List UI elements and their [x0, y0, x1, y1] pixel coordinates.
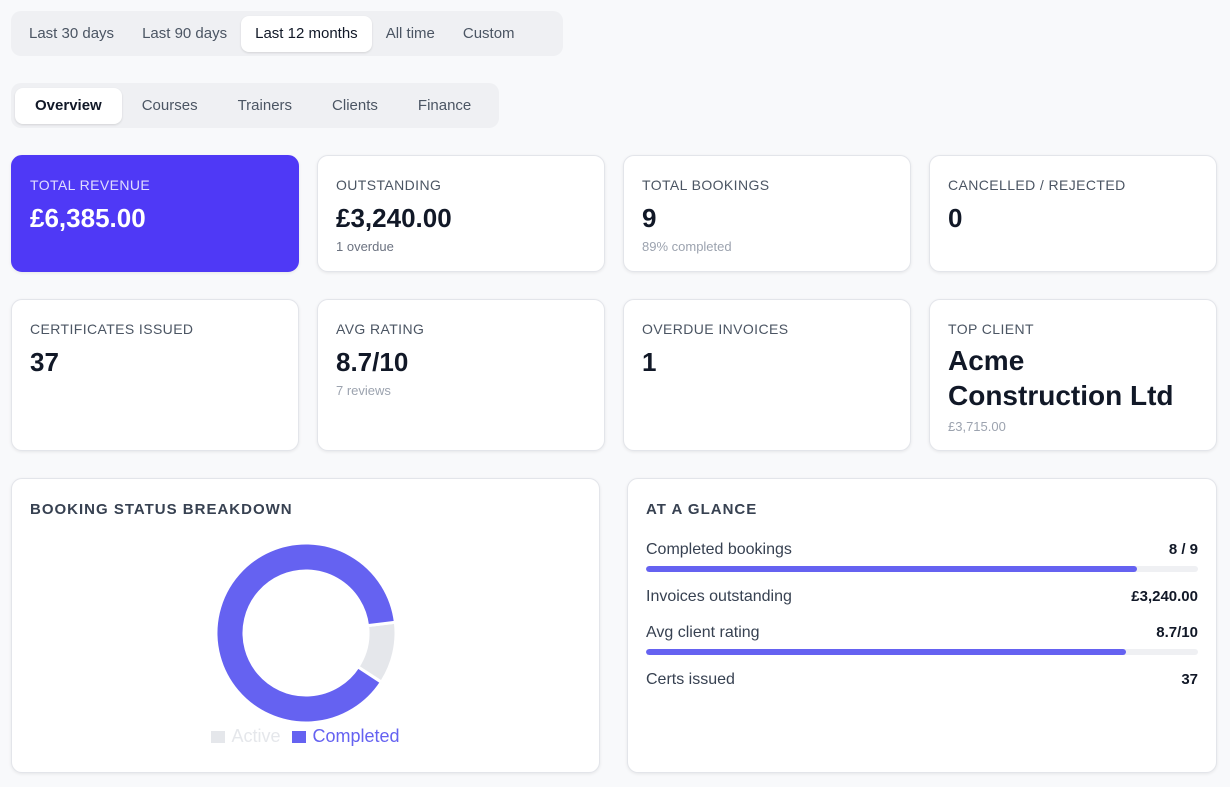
glance-label: Certs issued: [646, 671, 735, 688]
range-custom[interactable]: Custom: [462, 25, 515, 42]
kpi-overdue-invoices: OVERDUE INVOICES 1: [623, 299, 911, 451]
kpi-value: Acme Construction Ltd: [948, 345, 1174, 411]
kpi-subtext: 89% completed: [642, 239, 732, 254]
kpi-subtext: £3,715.00: [948, 419, 1006, 434]
tab-finance[interactable]: Finance: [417, 97, 472, 114]
glance-label: Avg client rating: [646, 624, 760, 641]
tab-trainers[interactable]: Trainers: [237, 97, 293, 114]
legend-item-completed[interactable]: Completed: [292, 726, 400, 747]
kpi-outstanding: OUTSTANDING £3,240.00 1 overdue: [317, 155, 605, 272]
date-range-selector: Last 30 days Last 90 days Last 12 months…: [11, 11, 563, 56]
booking-status-panel: BOOKING STATUS BREAKDOWN Active Complete…: [11, 478, 600, 773]
at-a-glance-panel: AT A GLANCE Completed bookings 8 / 9 Inv…: [627, 478, 1217, 773]
kpi-label: CANCELLED / REJECTED: [948, 177, 1126, 193]
kpi-value: 1: [642, 347, 657, 377]
kpi-label: TOP CLIENT: [948, 321, 1034, 337]
panel-title: AT A GLANCE: [646, 501, 758, 518]
range-all-time[interactable]: All time: [385, 25, 435, 42]
range-last-90-days[interactable]: Last 90 days: [142, 25, 228, 42]
kpi-value: £6,385.00: [30, 203, 146, 233]
kpi-label: OUTSTANDING: [336, 177, 442, 193]
kpi-label: TOTAL REVENUE: [30, 177, 151, 193]
kpi-top-client: TOP CLIENT Acme Construction Ltd £3,715.…: [929, 299, 1217, 451]
kpi-value: 0: [948, 203, 963, 233]
legend-label-completed: Completed: [312, 726, 400, 746]
glance-label: Invoices outstanding: [646, 588, 792, 605]
glance-value: 37: [1181, 671, 1198, 688]
kpi-label: OVERDUE INVOICES: [642, 321, 789, 337]
glance-value: 8.7/10: [1156, 624, 1198, 641]
legend-swatch-completed: [292, 730, 307, 743]
kpi-label: CERTIFICATES ISSUED: [30, 321, 194, 337]
glance-value: 8 / 9: [1168, 541, 1198, 558]
kpi-label: TOTAL BOOKINGS: [642, 177, 770, 193]
tab-overview[interactable]: Overview: [15, 87, 122, 124]
progress-track: [646, 566, 1198, 572]
kpi-label: AVG RATING: [336, 321, 425, 337]
glance-row-invoices-outstanding: Invoices outstanding £3,240.00: [646, 587, 1198, 607]
chart-legend: Active Completed: [12, 726, 599, 747]
legend-swatch-active: [211, 730, 226, 743]
kpi-cancelled-rejected: CANCELLED / REJECTED 0: [929, 155, 1217, 272]
kpi-value: 8.7/10: [336, 347, 409, 377]
glance-row-avg-client-rating: Avg client rating 8.7/10: [646, 623, 1198, 655]
kpi-value: 37: [30, 347, 59, 377]
progress-track: [646, 649, 1198, 655]
glance-row-completed-bookings: Completed bookings 8 / 9: [646, 540, 1198, 572]
donut-chart: [214, 541, 398, 725]
kpi-subtext: 1 overdue: [336, 239, 394, 254]
progress-fill: [646, 566, 1137, 572]
kpi-avg-rating: AVG RATING 8.7/10 7 reviews: [317, 299, 605, 451]
glance-value: £3,240.00: [1131, 588, 1198, 605]
kpi-certificates-issued: CERTIFICATES ISSUED 37: [11, 299, 299, 451]
range-last-30-days[interactable]: Last 30 days: [29, 25, 115, 42]
glance-row-certs-issued: Certs issued 37: [646, 670, 1198, 690]
kpi-total-revenue: TOTAL REVENUE £6,385.00: [11, 155, 299, 272]
kpi-value: 9: [642, 203, 657, 233]
kpi-value: £3,240.00: [336, 203, 452, 233]
tab-courses[interactable]: Courses: [141, 97, 198, 114]
kpi-subtext: 7 reviews: [336, 383, 391, 398]
glance-label: Completed bookings: [646, 541, 792, 558]
donut-slice-completed[interactable]: [214, 541, 398, 725]
legend-item-active[interactable]: Active: [211, 726, 280, 747]
tab-clients[interactable]: Clients: [332, 97, 378, 114]
kpi-total-bookings: TOTAL BOOKINGS 9 89% completed: [623, 155, 911, 272]
progress-fill: [646, 649, 1127, 655]
panel-title: BOOKING STATUS BREAKDOWN: [30, 501, 293, 518]
section-tabs: Overview Courses Trainers Clients Financ…: [11, 83, 499, 128]
legend-label-active: Active: [231, 726, 281, 746]
range-last-12-months[interactable]: Last 12 months: [241, 15, 372, 52]
